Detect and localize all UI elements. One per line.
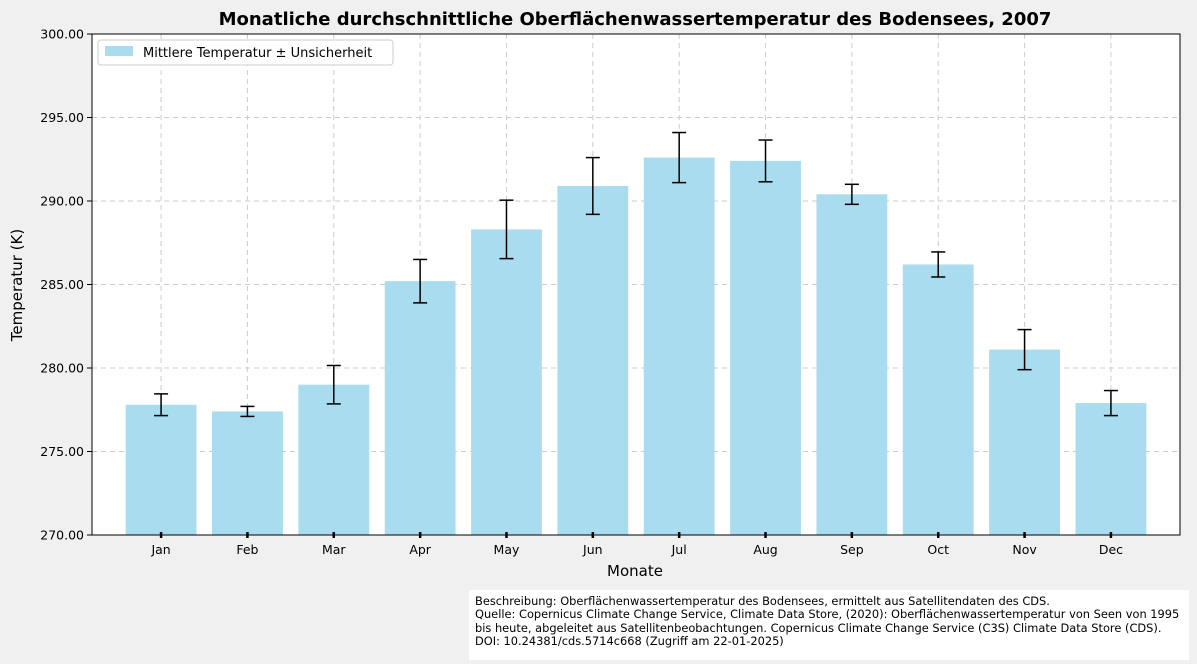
bar-sep (816, 194, 888, 535)
y-axis-ticks: 270.00 275.00 280.00 285.00 290.00 295.00 300.… (40, 27, 92, 543)
bar-dec (1075, 403, 1147, 535)
x-tick-label-nov: Nov (1012, 542, 1037, 557)
legend-entry: Mittlere Temperatur ± Unsicherheit (143, 46, 372, 61)
y-tick-label: 285.00 (40, 277, 84, 292)
bar-nov (989, 349, 1060, 535)
x-tick-label-jun: Jun (582, 542, 603, 557)
x-tick-label-aug: Aug (753, 542, 777, 557)
x-tick-label-sep: Sep (840, 542, 864, 557)
bar-apr (384, 281, 456, 535)
x-tick-label-feb: Feb (236, 542, 258, 557)
source-text: Quelle: Copernicus Climate Change Servic… (475, 607, 1183, 648)
description-text: Beschreibung: Oberflächenwassertemperatu… (475, 594, 1050, 608)
bar-feb (212, 411, 283, 535)
x-tick-label-jul: Jul (671, 542, 687, 557)
bar-may (471, 229, 542, 535)
description-box: Beschreibung: Oberflächenwassertemperatu… (469, 590, 1189, 660)
legend-swatch (105, 46, 133, 56)
y-tick-label: 270.00 (40, 528, 84, 543)
bar-jan (125, 404, 197, 535)
y-tick-label: 280.00 (40, 361, 84, 376)
x-tick-label-may: May (494, 542, 520, 557)
chart-title: Monatliche durchschnittliche Oberflächen… (219, 9, 1052, 30)
y-tick-label: 275.00 (40, 444, 84, 459)
bars (125, 157, 1147, 536)
legend-box (97, 39, 394, 66)
x-tick-label-dec: Dec (1099, 542, 1123, 557)
bar-oct (902, 264, 974, 535)
x-tick-label-oct: Oct (927, 542, 949, 557)
x-tick-label-jan: Jan (150, 542, 170, 557)
y-tick-label: 290.00 (40, 194, 84, 209)
y-tick-label: 295.00 (40, 110, 84, 125)
bar-jun (557, 185, 629, 535)
bar-mar (298, 384, 370, 535)
error-bars (154, 131, 1118, 418)
x-tick-label-mar: Mar (322, 542, 346, 557)
legend: Mittlere Temperatur ± Unsicherheit (97, 39, 394, 66)
x-axis-ticks: Jan Feb Mar Apr May Jun Jul Aug Sep Oct Nov Dec (150, 532, 1123, 557)
y-tick-label: 300.00 (40, 27, 84, 42)
bar-aug (730, 160, 801, 536)
x-tick-label-apr: Apr (409, 542, 431, 557)
x-axis-label: Monate (607, 562, 663, 580)
bar-jul (643, 157, 715, 535)
y-axis-label: Temperatur (K) (8, 229, 26, 342)
